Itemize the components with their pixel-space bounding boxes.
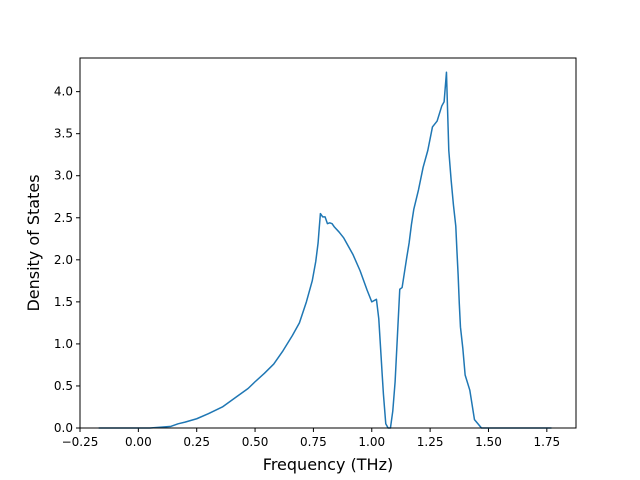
x-tick-label: 1.00 xyxy=(358,435,385,449)
x-tick-label: 1.50 xyxy=(475,435,502,449)
plot-frame xyxy=(79,57,577,429)
y-tick-label: 0.0 xyxy=(54,421,73,435)
x-tick-label: −0.25 xyxy=(62,435,99,449)
y-tick-label: 1.0 xyxy=(54,337,73,351)
y-axis-label: Density of States xyxy=(24,174,43,311)
axis-ticks: −0.25 0.00 0.25 0.50 0.75 1.00 1.25 1.50 1.75 0.0… xyxy=(54,85,560,449)
y-tick-label: 2.5 xyxy=(54,211,73,225)
x-tick-label: 0.00 xyxy=(125,435,152,449)
y-tick-label: 4.0 xyxy=(54,85,73,99)
y-tick-label: 3.5 xyxy=(54,127,73,141)
x-tick-label: 0.75 xyxy=(300,435,327,449)
y-tick-label: 1.5 xyxy=(54,295,73,309)
y-tick-label: 2.0 xyxy=(54,253,73,267)
x-tick-label: 0.50 xyxy=(242,435,269,449)
x-tick-label: 0.25 xyxy=(183,435,210,449)
y-tick-label: 0.5 xyxy=(54,379,73,393)
x-tick-label: 1.25 xyxy=(417,435,444,449)
x-axis-label: Frequency (THz) xyxy=(263,455,393,474)
y-tick-label: 3.0 xyxy=(54,169,73,183)
x-tick-label: 1.75 xyxy=(533,435,560,449)
plot-background xyxy=(80,58,576,428)
